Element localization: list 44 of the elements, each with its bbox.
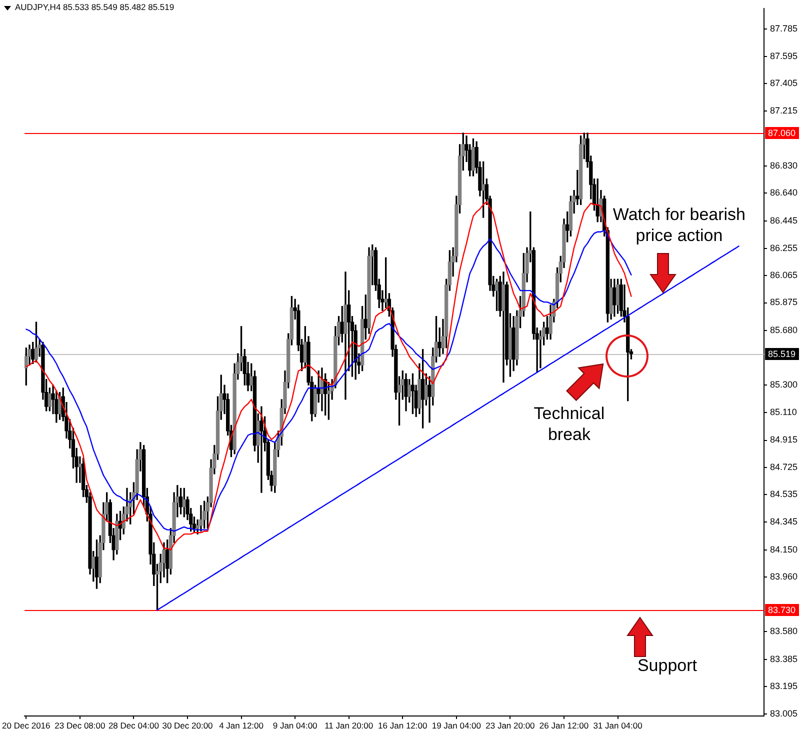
candlestick bbox=[502, 272, 506, 383]
y-tick-label: 83.005 bbox=[770, 708, 798, 718]
x-tick-label: 23 Jan 20:00 bbox=[486, 720, 536, 730]
y-tick-label: 86.065 bbox=[770, 270, 798, 280]
y-tick-label: 83.195 bbox=[770, 681, 798, 692]
ref-line-label: 83.730 bbox=[768, 604, 796, 615]
y-tick-label: 83.385 bbox=[770, 654, 798, 664]
ref-line-label: 87.060 bbox=[768, 128, 796, 138]
y-tick-label: 84.915 bbox=[770, 434, 798, 445]
x-tick-label: 28 Dec 04:00 bbox=[108, 720, 160, 730]
annotation: Technical break bbox=[532, 402, 606, 445]
y-tick-label: 85.680 bbox=[770, 325, 798, 336]
y-tick-label: 87.785 bbox=[770, 24, 798, 34]
x-tick-label: 11 Jan 20:00 bbox=[324, 720, 374, 730]
candlestick bbox=[260, 406, 264, 493]
x-tick-label: 20 Dec 2016 bbox=[2, 720, 51, 730]
y-tick-label: 86.445 bbox=[770, 216, 798, 226]
y-tick-label: 86.830 bbox=[770, 160, 798, 170]
x-tick-label: 30 Dec 20:00 bbox=[162, 720, 214, 730]
y-tick-label: 85.110 bbox=[770, 406, 797, 417]
y-tick-label: 83.580 bbox=[770, 626, 798, 636]
x-tick-label: 26 Jan 12:00 bbox=[539, 720, 589, 730]
y-tick-label: 87.215 bbox=[770, 105, 798, 116]
y-tick-label: 84.725 bbox=[770, 462, 798, 472]
x-tick-label: 9 Jan 04:00 bbox=[272, 720, 318, 730]
x-tick-label: 23 Dec 08:00 bbox=[54, 720, 106, 730]
y-tick-label: 86.255 bbox=[770, 242, 798, 253]
y-tick-label: 83.960 bbox=[770, 572, 798, 582]
y-tick-label: 87.405 bbox=[770, 78, 798, 88]
y-tick-label: 84.345 bbox=[770, 516, 798, 526]
annotation: Watch for bearish price action bbox=[612, 204, 747, 246]
x-tick-label: 31 Jan 04:00 bbox=[593, 720, 643, 730]
x-tick-label: 19 Jan 04:00 bbox=[432, 720, 482, 730]
y-tick-label: 85.875 bbox=[770, 297, 798, 308]
y-tick-label: 84.150 bbox=[770, 544, 798, 554]
annotation: Support bbox=[637, 654, 697, 676]
ref-line-label: 85.519 bbox=[768, 348, 796, 359]
chart-title: AUDJPY,H4 85.533 85.549 85.482 85.519 bbox=[15, 2, 174, 13]
y-tick-label: 87.595 bbox=[770, 50, 798, 61]
x-tick-label: 16 Jan 12:00 bbox=[378, 720, 428, 730]
x-tick-label: 4 Jan 12:00 bbox=[219, 720, 264, 730]
y-tick-label: 84.535 bbox=[770, 489, 798, 500]
y-tick-label: 86.640 bbox=[770, 188, 798, 198]
y-tick-label: 85.300 bbox=[770, 380, 798, 390]
